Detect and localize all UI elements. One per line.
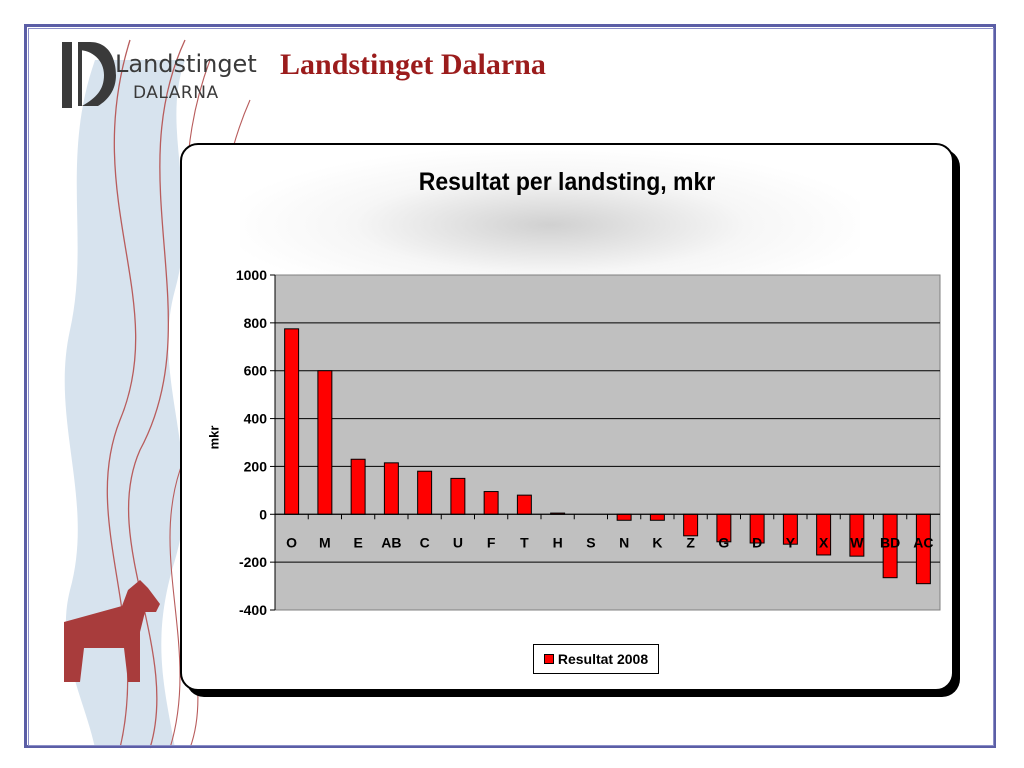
x-tick-label: T — [520, 534, 529, 550]
chart-legend: Resultat 2008 — [533, 644, 659, 674]
x-tick-label: C — [420, 534, 430, 550]
bar-K — [649, 513, 665, 521]
x-tick-label: X — [819, 534, 829, 550]
ribbon-shape — [64, 60, 185, 748]
x-tick-label: N — [619, 534, 629, 550]
slide-frame — [24, 24, 996, 748]
bar-AB — [383, 462, 399, 515]
bar-F — [483, 491, 499, 515]
y-tick-label: 0 — [259, 506, 267, 522]
bar-Z — [683, 513, 699, 537]
bar-T — [516, 494, 532, 515]
bar-M — [317, 370, 333, 515]
bar-N — [616, 513, 632, 521]
x-tick-label: D — [752, 534, 762, 550]
y-tick-label: 200 — [244, 458, 268, 474]
x-tick-label: AC — [913, 534, 933, 550]
y-tick-label: 600 — [244, 363, 268, 379]
page-title: Landstinget Dalarna — [280, 48, 546, 81]
bar-O — [284, 328, 300, 515]
y-tick-label: 1000 — [236, 267, 267, 283]
logo-text-line2: DALARNA — [133, 83, 219, 103]
legend-label: Resultat 2008 — [557, 651, 649, 667]
x-tick-label: U — [453, 534, 463, 550]
x-tick-label: F — [487, 534, 496, 550]
chart-title: Resultat per landsting, mkr — [418, 168, 716, 196]
category-label-layer: O M E AB C U F T H S N K Z G D Y X W BD AC — [286, 534, 933, 550]
x-tick-label: E — [353, 534, 362, 550]
x-tick-label: O — [286, 534, 297, 550]
y-tick-label: -200 — [239, 554, 267, 570]
x-tick-label: M — [319, 534, 331, 550]
plot-area — [274, 274, 941, 611]
y-tick-label: 800 — [244, 315, 268, 331]
ribbon-line — [127, 39, 186, 749]
bar-C — [417, 470, 433, 515]
y-tick-label: 400 — [244, 411, 268, 427]
x-tick-label: H — [553, 534, 563, 550]
x-tick-label: Z — [686, 534, 695, 550]
x-tick-label: AB — [381, 534, 401, 550]
landstinget-logo-icon — [62, 42, 116, 108]
x-tick-label: BD — [880, 534, 900, 550]
y-tick-label: -400 — [239, 602, 267, 618]
legend-swatch — [543, 654, 554, 664]
bar-E — [350, 458, 366, 515]
tick-layer: 1000 800 600 400 200 0 -200 -400 — [236, 267, 940, 618]
dala-horse-icon — [64, 580, 160, 682]
x-tick-label: Y — [786, 534, 796, 550]
bar-U — [450, 477, 466, 515]
x-tick-label: K — [652, 534, 662, 550]
x-tick-label: G — [718, 534, 729, 550]
x-tick-label: W — [850, 534, 864, 550]
logo-text-line1: Landstinget — [115, 50, 257, 78]
x-tick-label: S — [586, 534, 595, 550]
